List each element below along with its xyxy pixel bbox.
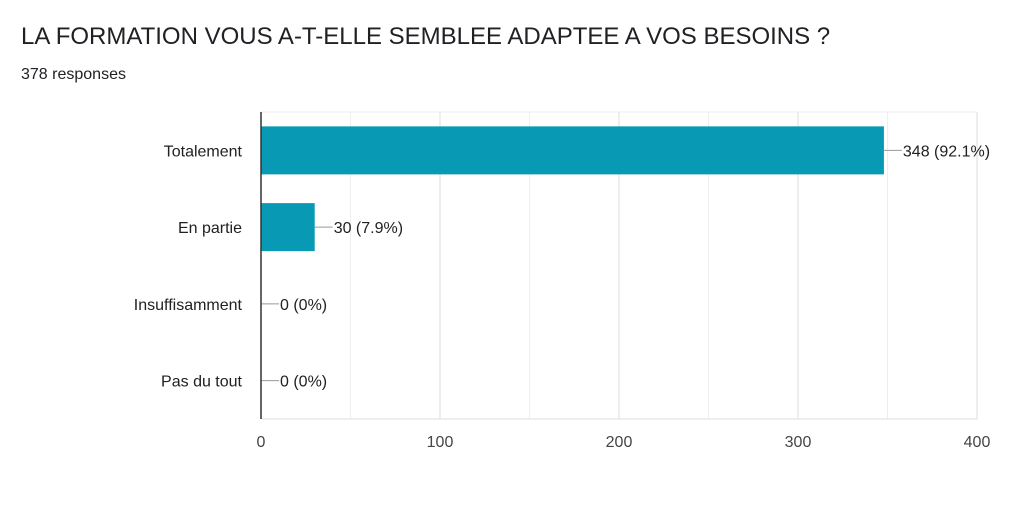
data-label: 30 (7.9%): [334, 220, 403, 237]
x-tick-label: 300: [785, 434, 812, 451]
x-tick-label: 200: [606, 434, 633, 451]
chart-header: LA FORMATION VOUS A-T-ELLE SEMBLEE ADAPT…: [21, 22, 830, 84]
x-tick-label: 0: [257, 434, 266, 451]
data-label: 0 (0%): [280, 374, 327, 391]
chart-title: LA FORMATION VOUS A-T-ELLE SEMBLEE ADAPT…: [21, 23, 831, 50]
category-label: Insuffisamment: [134, 297, 243, 314]
category-labels: Totalement En partie Insuffisamment Pas du …: [134, 143, 243, 390]
data-labels: 348 (92.1%) 30 (7.9%) 0 (0%) 0 (0%): [260, 112, 990, 419]
x-tick-label: 100: [427, 434, 454, 451]
x-axis-ticks: 0 100 200 300 400: [257, 434, 991, 451]
bar: [261, 126, 884, 175]
category-label: Pas du tout: [161, 374, 243, 391]
category-label: Totalement: [164, 143, 243, 160]
bars: [261, 126, 884, 252]
data-label: 348 (92.1%): [903, 143, 990, 160]
data-label: 0 (0%): [280, 297, 327, 314]
response-count: 378 responses: [21, 66, 126, 83]
bar: [261, 203, 315, 252]
category-label: En partie: [178, 220, 242, 237]
x-tick-label: 400: [964, 434, 991, 451]
